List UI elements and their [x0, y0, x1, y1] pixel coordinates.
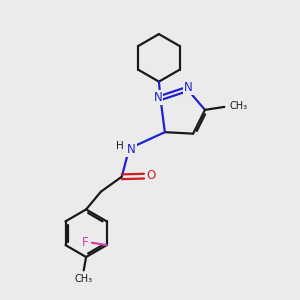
Text: F: F: [82, 236, 88, 249]
Text: CH₃: CH₃: [230, 101, 248, 111]
Text: O: O: [146, 169, 155, 182]
Text: N: N: [127, 143, 136, 156]
Text: N: N: [184, 81, 193, 94]
Text: CH₃: CH₃: [75, 274, 93, 284]
Text: H: H: [116, 141, 124, 151]
Text: N: N: [154, 91, 162, 104]
